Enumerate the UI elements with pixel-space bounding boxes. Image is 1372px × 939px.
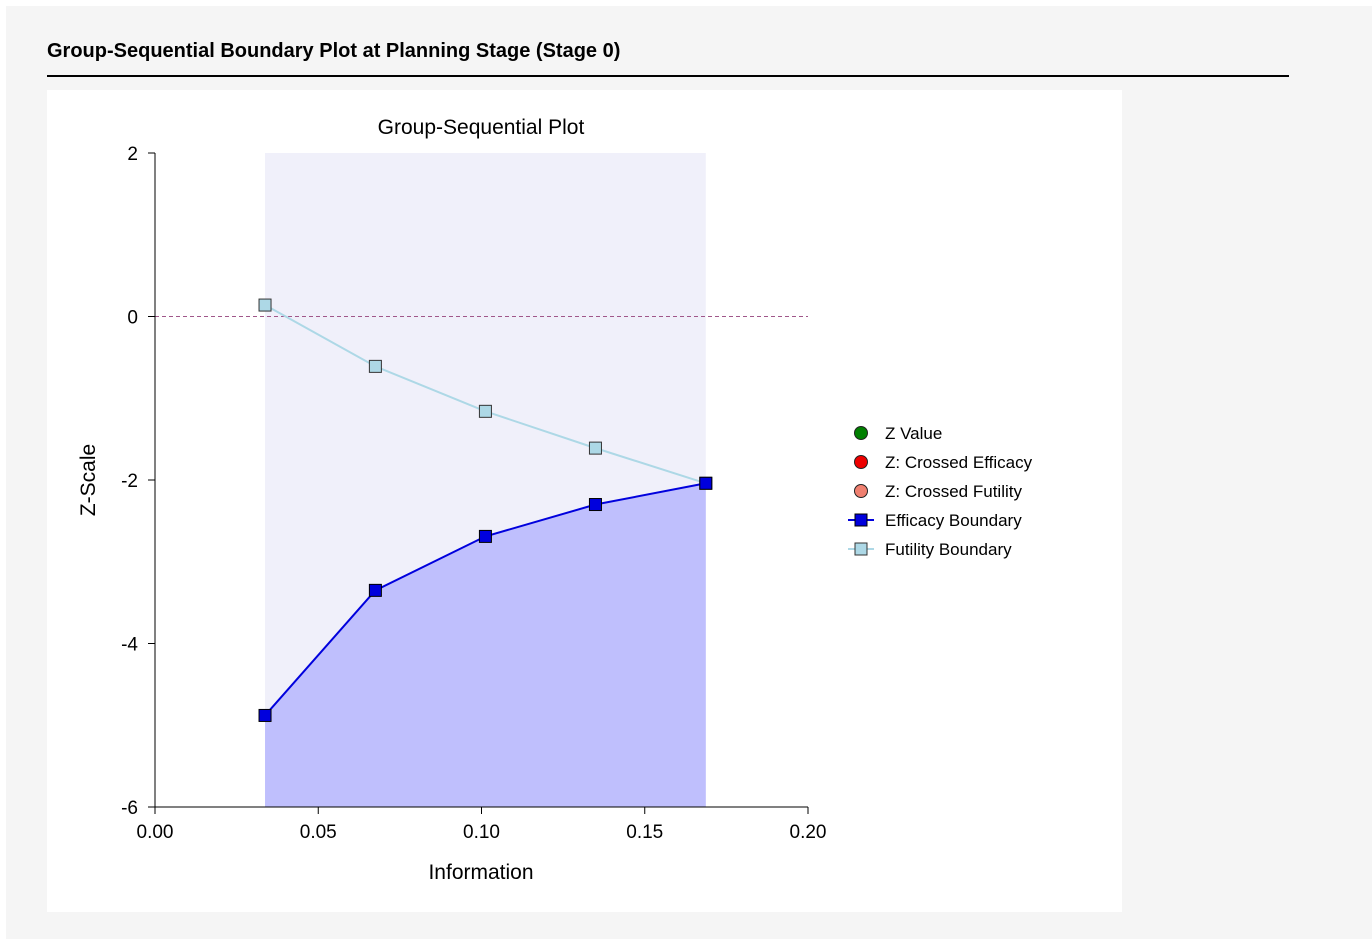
x-tick-label: 0.20 [790, 822, 827, 843]
legend-marker [854, 426, 868, 440]
efficacy-boundary-point [699, 476, 713, 490]
y-axis-label: Z-Scale [77, 444, 100, 516]
efficacy-rejection-region [265, 483, 706, 807]
efficacy-boundary-point [478, 529, 492, 543]
futility-boundary-point [588, 441, 602, 455]
title-divider [47, 75, 1289, 77]
chart-panel: Group-Sequential Plot Information Z-Scal… [47, 90, 1122, 912]
y-tick-label: -2 [121, 471, 138, 492]
futility-boundary-point [368, 359, 382, 373]
section-title: Group-Sequential Boundary Plot at Planni… [47, 40, 621, 62]
legend-label: Futility Boundary [885, 540, 1012, 559]
legend-label: Z Value [885, 424, 942, 443]
y-tick-label: 0 [127, 308, 138, 329]
x-tick-label: 0.05 [300, 822, 337, 843]
x-tick-label: 0.00 [137, 822, 174, 843]
y-tick-label: 2 [127, 144, 138, 165]
legend-marker [854, 513, 868, 527]
efficacy-boundary-point [368, 583, 382, 597]
legend-marker [854, 455, 868, 469]
efficacy-boundary-point [588, 498, 602, 512]
legend-marker [854, 542, 868, 556]
x-tick-label: 0.10 [463, 822, 500, 843]
legend-label: Z: Crossed Futility [885, 482, 1022, 501]
futility-boundary-point [478, 404, 492, 418]
efficacy-boundary-point [258, 708, 272, 722]
y-tick-label: -6 [121, 798, 138, 819]
group-sequential-chart: Group-Sequential Plot Information Z-Scal… [77, 116, 1033, 884]
report-page: Group-Sequential Boundary Plot at Planni… [6, 6, 1372, 939]
y-tick-label: -4 [121, 635, 138, 656]
x-tick-label: 0.15 [626, 822, 663, 843]
x-axis-label: Information [428, 861, 533, 884]
futility-boundary-point [258, 298, 272, 312]
legend-label: Z: Crossed Efficacy [885, 453, 1033, 472]
legend-label: Efficacy Boundary [885, 511, 1022, 530]
legend-marker [854, 484, 868, 498]
chart-title: Group-Sequential Plot [378, 116, 585, 139]
